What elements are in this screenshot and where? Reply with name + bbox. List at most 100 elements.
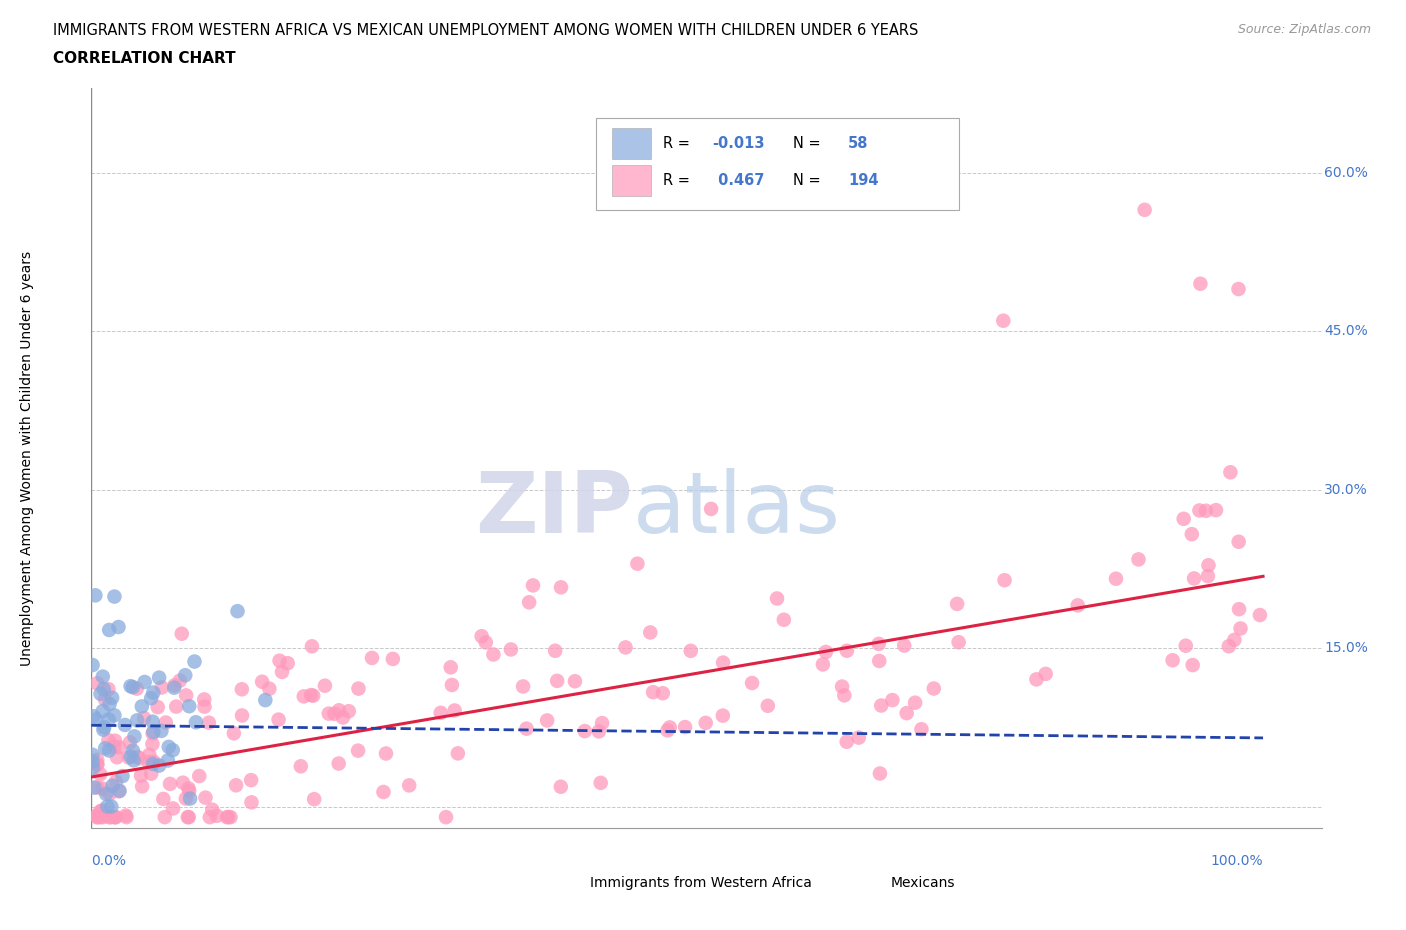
Point [138, 754, 160, 769]
Text: IMMIGRANTS FROM WESTERN AFRICA VS MEXICAN UNEMPLOYMENT AMONG WOMEN WITH CHILDREN: IMMIGRANTS FROM WESTERN AFRICA VS MEXICA… [53, 23, 918, 38]
Point [118, 735, 141, 750]
Text: 58: 58 [848, 137, 869, 152]
Text: R =: R = [664, 173, 695, 188]
Point [94, 741, 117, 756]
FancyBboxPatch shape [612, 166, 651, 196]
Point [148, 671, 170, 685]
Point [1227, 282, 1250, 297]
Text: 30.0%: 30.0% [1324, 483, 1368, 497]
Point [141, 737, 163, 751]
Text: ZIP: ZIP [475, 469, 633, 551]
Point [172, 776, 194, 790]
Point [588, 724, 610, 738]
Point [104, 775, 127, 790]
Point [83, 709, 105, 724]
Point [882, 693, 904, 708]
Point [314, 678, 336, 693]
Point [434, 810, 457, 825]
Point [222, 725, 245, 740]
Point [174, 688, 197, 703]
Point [1025, 671, 1047, 686]
Point [98, 622, 121, 637]
Text: 0.0%: 0.0% [91, 854, 127, 868]
Point [946, 596, 969, 611]
Point [131, 699, 153, 714]
Text: 45.0%: 45.0% [1324, 325, 1368, 339]
Point [156, 753, 179, 768]
Point [142, 685, 165, 700]
Point [128, 751, 150, 765]
Point [184, 715, 207, 730]
Point [101, 690, 124, 705]
Point [157, 739, 180, 754]
Point [1105, 571, 1128, 586]
Point [97, 682, 120, 697]
Point [277, 656, 299, 671]
Point [122, 743, 145, 758]
Point [993, 573, 1015, 588]
Point [1182, 571, 1205, 586]
Point [91, 810, 114, 825]
Point [226, 604, 249, 618]
Point [250, 674, 273, 689]
Point [589, 776, 612, 790]
FancyBboxPatch shape [558, 872, 585, 898]
Point [302, 688, 325, 703]
Point [107, 619, 129, 634]
Point [82, 754, 104, 769]
Point [301, 639, 323, 654]
Point [86, 780, 108, 795]
Point [475, 635, 498, 650]
Point [564, 674, 586, 689]
FancyBboxPatch shape [612, 128, 651, 159]
Point [1218, 639, 1240, 654]
Point [544, 644, 567, 658]
Point [111, 769, 134, 784]
Point [626, 556, 648, 571]
Point [142, 756, 165, 771]
Point [1197, 568, 1219, 583]
Point [98, 810, 121, 825]
Point [922, 681, 945, 696]
Text: R =: R = [664, 137, 695, 152]
Point [1174, 638, 1197, 653]
Point [108, 784, 131, 799]
Point [97, 712, 120, 727]
Text: 194: 194 [848, 173, 879, 188]
Point [814, 644, 837, 659]
Point [848, 730, 870, 745]
Point [82, 760, 104, 775]
Point [104, 810, 127, 825]
Point [86, 808, 108, 823]
Point [1195, 503, 1218, 518]
Point [893, 638, 915, 653]
Point [373, 785, 395, 800]
Point [638, 625, 661, 640]
Point [591, 716, 613, 731]
Point [83, 780, 105, 795]
Point [868, 636, 890, 651]
Point [159, 777, 181, 791]
Point [904, 696, 927, 711]
Point [1035, 667, 1057, 682]
Point [756, 698, 779, 713]
Point [91, 781, 114, 796]
Point [831, 679, 853, 694]
Point [536, 713, 558, 728]
Point [318, 706, 340, 721]
Point [170, 626, 193, 641]
Point [219, 810, 242, 825]
Point [114, 808, 136, 823]
Text: 15.0%: 15.0% [1324, 641, 1368, 655]
Point [103, 708, 125, 723]
Point [155, 715, 177, 730]
Text: 0.467: 0.467 [713, 173, 763, 188]
Point [177, 781, 200, 796]
Point [1229, 621, 1251, 636]
Point [658, 720, 681, 735]
Point [772, 612, 794, 627]
Point [290, 759, 312, 774]
Point [103, 739, 125, 754]
Point [482, 647, 505, 662]
Point [292, 689, 315, 704]
